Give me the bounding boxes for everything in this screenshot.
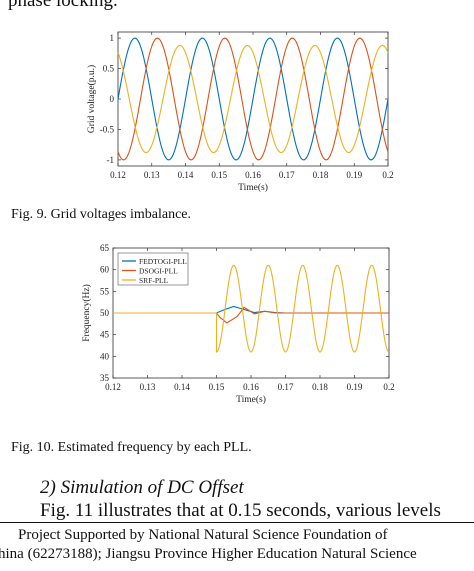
x-axis-label: Time(s): [238, 182, 268, 193]
x-tick-label: 0.18: [312, 382, 328, 392]
x-tick-label: 0.16: [245, 170, 261, 180]
x-tick-label: 0.18: [313, 170, 329, 180]
series-line-1: [113, 306, 389, 324]
y-tick-label: -0.5: [100, 124, 115, 134]
series-line-2: [113, 264, 390, 353]
footnote-line-1: Project Supported by National Natural Sc…: [18, 527, 388, 543]
x-tick-label: 0.15: [211, 170, 227, 180]
y-axis-label: Frequency(Hz): [81, 284, 92, 342]
x-tick-label: 0.2: [382, 170, 393, 180]
figure-10-frequency-chart: 0.12 0.13 0.14 0.15 0.16 0.17 0.18 0.19 0.2 65 60 5…: [81, 243, 395, 405]
x-tick-label: 0.14: [174, 382, 190, 392]
y-tick-label: 60: [100, 265, 110, 275]
x-tick-label: 0.19: [347, 382, 363, 392]
subsection-heading: 2) Simulation of DC Offset: [40, 477, 244, 499]
y-tick-label: 1: [110, 33, 115, 43]
series-line-1: [117, 37, 389, 161]
x-tick-label: 0.16: [243, 382, 259, 392]
y-axis-label: Grid voltage(p.u.): [86, 65, 97, 133]
y-tick-label: -1: [107, 155, 115, 165]
y-tick-label: 35: [100, 373, 110, 383]
y-tick-label: 0: [110, 94, 115, 104]
figure-9-caption: Fig. 9. Grid voltages imbalance.: [11, 207, 192, 222]
x-tick-label: 0.19: [346, 170, 362, 180]
figure-10-caption: Fig. 10. Estimated frequency by each PLL…: [11, 440, 252, 455]
footnote-divider: [0, 522, 474, 523]
x-tick-label: 0.14: [178, 170, 194, 180]
y-tick-label: 0.5: [103, 64, 115, 74]
x-tick-label: 0.15: [209, 382, 225, 392]
x-tick-label: 0.13: [144, 170, 160, 180]
legend-label-2: SRF-PLL: [139, 276, 169, 285]
y-tick-label: 65: [100, 243, 110, 253]
y-tick-label: 40: [100, 351, 110, 361]
footnote-line-2: hina (62273188); Jiangsu Province Higher…: [0, 546, 417, 562]
series-line-2: [117, 44, 389, 154]
x-axis-label: Time(s): [236, 394, 266, 405]
top-paragraph-fragment: phase locking.: [8, 0, 118, 11]
body-paragraph: Fig. 11 illustrates that at 0.15 seconds…: [40, 500, 441, 521]
x-tick-label: 0.12: [105, 382, 121, 392]
y-tick-label: 50: [100, 308, 110, 318]
subsection-number: 2): [40, 477, 56, 498]
x-tick-label: 0.12: [110, 170, 126, 180]
x-tick-label: 0.17: [279, 170, 295, 180]
series-line-0: [117, 37, 389, 161]
x-tick-label: 0.2: [383, 382, 394, 392]
y-tick-label: 55: [100, 286, 110, 296]
figure-9-grid-voltage-chart: 0.12 0.13 0.14 0.15 0.16 0.17 0.18 0.19 0.2 1 0.5 0…: [86, 31, 394, 193]
legend-label-0: FEDTOGI-PLL: [139, 257, 187, 266]
subsection-title: Simulation of DC Offset: [60, 477, 244, 498]
x-tick-label: 0.17: [278, 382, 294, 392]
y-tick-label: 45: [100, 330, 110, 340]
legend-label-1: DSOGI-PLL: [139, 266, 178, 275]
x-tick-label: 0.13: [140, 382, 156, 392]
